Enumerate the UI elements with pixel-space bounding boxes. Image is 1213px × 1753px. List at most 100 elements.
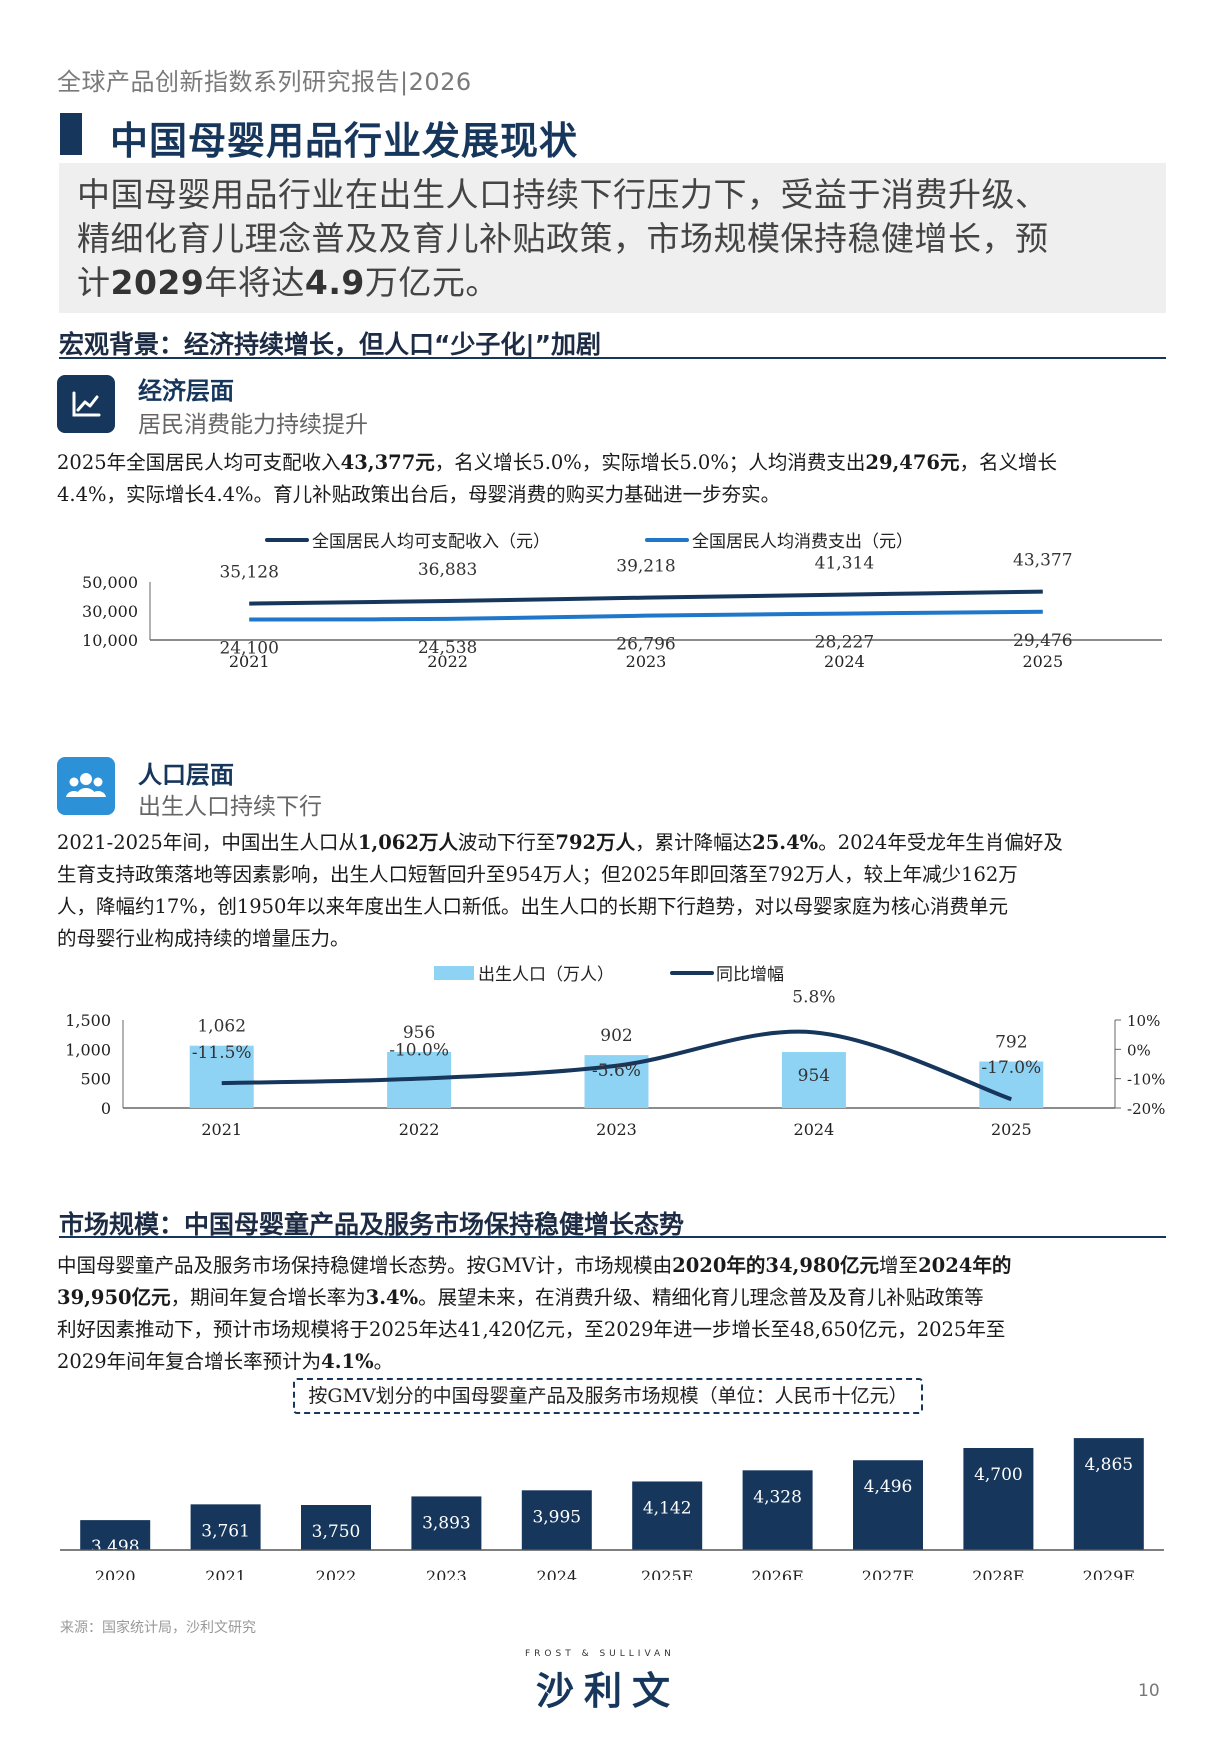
text-part: 。展望未来，在消费升级、精细化育儿理念普及及育儿补贴政策等 xyxy=(418,1286,984,1309)
bold-value: 43,377元 xyxy=(340,451,435,474)
x-tick-label: 2021 xyxy=(229,652,270,671)
bar-label: 3,893 xyxy=(422,1513,471,1533)
people-icon xyxy=(57,757,115,815)
bar-label: 4,142 xyxy=(643,1498,692,1518)
summary-line-2: 精细化育儿理念普及及育儿补贴政策，市场规模保持稳健增长，预 xyxy=(77,219,1049,258)
text-part: 波动下行至 xyxy=(457,831,556,854)
x-tick-label: 2022 xyxy=(399,1120,440,1139)
bar-label: 4,496 xyxy=(864,1477,913,1497)
legend-label: 同比增幅 xyxy=(716,965,784,985)
market-paragraph: 中国母婴童产品及服务市场保持稳健增长态势。按GMV计，市场规模由2020年的34… xyxy=(57,1250,1172,1378)
bold-value: 792万人 xyxy=(555,831,636,854)
bold-value: 39,950亿元 xyxy=(57,1286,171,1309)
x-tick-label: 2022 xyxy=(316,1567,357,1580)
text-part: 。2024年受龙年生肖偏好及 xyxy=(818,831,1063,854)
y2-tick-label: 0% xyxy=(1127,1041,1151,1059)
yoy-label: -11.5% xyxy=(192,1043,252,1063)
bar-label: 3,750 xyxy=(312,1522,361,1542)
market-line-2: 39,950亿元，期间年复合增长率为3.4%。展望未来，在消费升级、精细化育儿理… xyxy=(57,1282,1172,1314)
economy-line-2: 4.4%，实际增长4.4%。育儿补贴政策出台后，母婴消费的购买力基础进一步夯实。 xyxy=(57,483,781,506)
bar xyxy=(411,1496,482,1550)
page-number: 10 xyxy=(1138,1681,1160,1701)
yoy-label: -5.6% xyxy=(592,1061,641,1081)
population-line-2: 生育支持政策落地等因素影响，出生人口短暂回升至954万人；但2025年即回落至7… xyxy=(57,863,1018,886)
bold-value: 4.1% xyxy=(321,1350,374,1373)
x-tick-label: 2024 xyxy=(536,1567,577,1580)
data-label: 26,796 xyxy=(616,635,675,655)
y2-tick-label: 10% xyxy=(1127,1012,1160,1030)
bar xyxy=(979,1061,1044,1108)
bar-label: 3,761 xyxy=(201,1521,250,1541)
bar xyxy=(742,1470,813,1550)
legend-swatch xyxy=(434,966,474,980)
x-tick-label: 2029E xyxy=(1083,1567,1135,1580)
data-label: 24,538 xyxy=(418,638,477,658)
bar-label: 4,700 xyxy=(974,1465,1023,1485)
summary-text-part: 计 xyxy=(77,263,111,302)
bold-value: 2024年的 xyxy=(918,1254,1012,1277)
x-tick-label: 2023 xyxy=(626,652,667,671)
data-label: 39,218 xyxy=(616,557,675,577)
section-divider xyxy=(59,357,1166,359)
market-size-chart: 3,498 2020 3,761 2021 3,750 2022 3,893 2023 3,99… xyxy=(60,1438,1164,1580)
y-tick-label: 0 xyxy=(101,1099,111,1118)
population-subtitle: 出生人口持续下行 xyxy=(138,794,322,820)
x-tick-label: 2027E xyxy=(862,1567,914,1580)
summary-bold-year: 2029 xyxy=(110,263,205,302)
x-tick-label: 2022 xyxy=(427,652,468,671)
bar xyxy=(189,1045,254,1108)
series-line xyxy=(249,589,1043,606)
text-part: ，累计降幅达 xyxy=(635,831,753,854)
bar-label: 3,498 xyxy=(91,1537,140,1557)
line-chart-icon xyxy=(57,375,115,433)
yoy-line xyxy=(221,1029,1012,1102)
summary-line-1: 中国母婴用品行业在出生人口持续下行压力下，受益于消费升级、 xyxy=(77,175,1049,214)
bar-label: 3,995 xyxy=(532,1507,581,1527)
x-tick-label: 2025 xyxy=(991,1120,1032,1139)
bar xyxy=(190,1504,261,1550)
y-tick-label: 30,000 xyxy=(82,602,138,621)
bar-label: 902 xyxy=(600,1026,632,1046)
bar-label: 954 xyxy=(798,1066,830,1086)
yoy-label: -17.0% xyxy=(981,1058,1041,1078)
x-tick-label: 2023 xyxy=(426,1567,467,1580)
market-line-3: 利好因素推动下，预计市场规模将于2025年达41,420亿元，至2029年进一步… xyxy=(57,1318,1006,1341)
page-title: 中国母婴用品行业发展现状 xyxy=(110,119,579,163)
text-part: 增至 xyxy=(879,1254,919,1277)
bar xyxy=(632,1481,703,1550)
population-line-3: 人，降幅约17%，创1950年以来年度出生人口新低。出生人口的长期下行趋势，对以… xyxy=(57,895,1008,918)
text-part: ，名义增长 xyxy=(959,451,1058,474)
bar-label: 4,865 xyxy=(1084,1455,1133,1475)
text-part: 2021-2025年间，中国出生人口从 xyxy=(57,831,358,854)
bar xyxy=(963,1448,1034,1550)
summary-text-part: 年将达 xyxy=(204,263,305,302)
legend-label: 全国居民人均消费支出（元） xyxy=(692,532,913,552)
population-subheading: 人口层面 xyxy=(138,761,234,789)
series-line xyxy=(249,609,1043,622)
data-label: 24,100 xyxy=(219,639,278,659)
population-line-1: 2021-2025年间，中国出生人口从1,062万人波动下行至792万人，累计降… xyxy=(57,827,1172,859)
summary-text-part: 万亿元。 xyxy=(364,263,499,302)
data-label: 35,128 xyxy=(219,563,278,583)
bar xyxy=(781,1052,846,1108)
bold-value: 1,062万人 xyxy=(357,831,458,854)
bar xyxy=(1073,1438,1144,1550)
bold-value: 25.4% xyxy=(752,831,819,854)
x-tick-label: 2028E xyxy=(972,1567,1024,1580)
yoy-label: -10.0% xyxy=(389,1041,449,1061)
data-label: 29,476 xyxy=(1013,631,1072,651)
economy-subheading: 经济层面 xyxy=(138,377,234,405)
y-tick-label: 500 xyxy=(80,1070,111,1089)
x-tick-label: 2024 xyxy=(794,1120,835,1139)
data-label: 41,314 xyxy=(815,554,874,574)
title-accent-bar xyxy=(60,113,82,155)
x-tick-label: 2021 xyxy=(205,1567,246,1580)
legend-label: 全国居民人均可支配收入（元） xyxy=(312,532,550,552)
summary-bold-value: 4.9 xyxy=(304,263,365,302)
bar xyxy=(301,1505,371,1550)
y2-tick-label: -10% xyxy=(1127,1071,1165,1089)
bar-label: 956 xyxy=(403,1023,435,1043)
legend-label: 出生人口（万人） xyxy=(478,965,614,985)
economy-paragraph: 2025年全国居民人均可支配收入43,377元，名义增长5.0%，实际增长5.0… xyxy=(57,447,1172,511)
data-label: 28,227 xyxy=(815,633,874,653)
